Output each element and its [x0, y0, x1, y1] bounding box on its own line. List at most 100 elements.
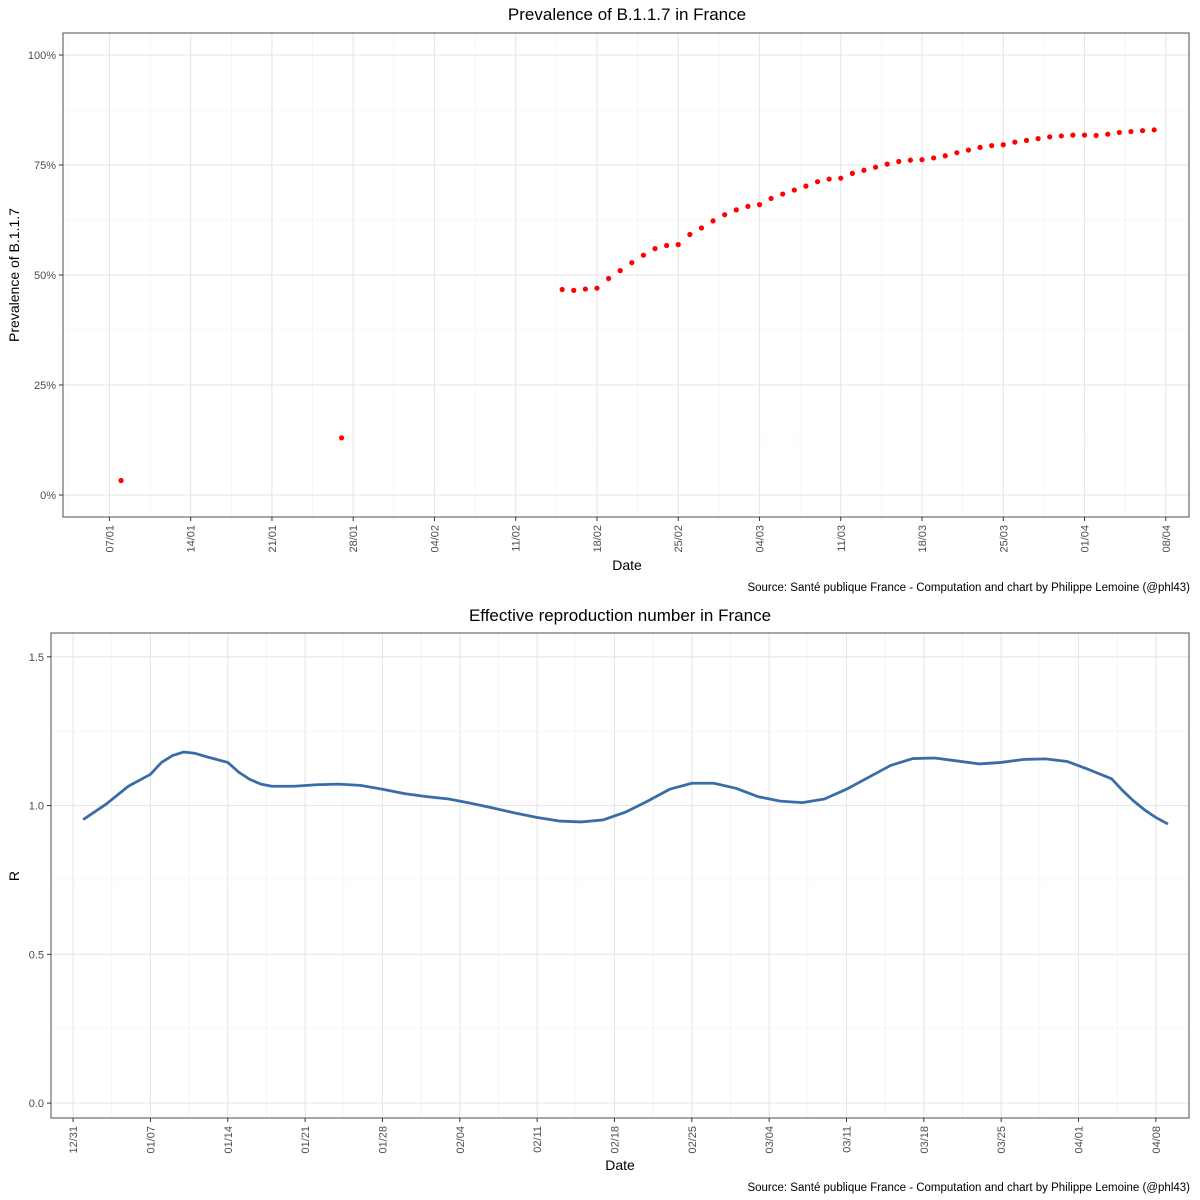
prevalence-data-point: [1047, 134, 1053, 140]
reproduction-y-axis-title: R: [6, 871, 22, 881]
prevalence-data-point: [814, 179, 821, 185]
prevalence-x-tick-label: 18/03: [917, 525, 929, 553]
prevalence-x-tick-label: 18/02: [592, 525, 604, 553]
reproduction-x-ticks: 12/31 01/07 01/14 01/21 01/28 02/04 02/11 02/18…: [68, 1118, 1163, 1154]
prevalence-data-point: [1012, 139, 1018, 145]
prevalence-y-tick-label: 50%: [34, 270, 56, 282]
reproduction-x-tick-label: 03/25: [996, 1126, 1008, 1154]
reproduction-x-tick-label: 03/18: [919, 1126, 931, 1154]
prevalence-x-tick-label: 28/01: [348, 525, 360, 553]
prevalence-data-point: [780, 191, 786, 197]
prevalence-x-tick-label: 25/03: [998, 525, 1010, 553]
reproduction-x-tick-label: 02/04: [455, 1126, 467, 1154]
reproduction-x-tick-label: 01/14: [223, 1126, 235, 1154]
reproduction-y-tick-label: 0.0: [29, 1098, 44, 1110]
prevalence-data-point: [675, 242, 681, 248]
reproduction-x-tick-label: 02/25: [687, 1126, 699, 1154]
reproduction-x-tick-label: 01/28: [377, 1126, 389, 1154]
prevalence-data-point: [664, 242, 670, 249]
reproduction-chart: Effective reproduction number in France …: [6, 606, 1190, 1194]
prevalence-data-point: [617, 268, 623, 274]
prevalence-data-point: [338, 435, 345, 441]
prevalence-data-point: [687, 231, 693, 238]
prevalence-x-tick-label: 11/02: [511, 525, 523, 552]
reproduction-grid: [51, 633, 1189, 1118]
prevalence-data-point: [977, 144, 983, 150]
prevalence-y-tick-label: 0%: [40, 490, 56, 502]
prevalence-data-point: [652, 246, 658, 252]
reproduction-x-tick-label: 03/04: [764, 1126, 776, 1154]
prevalence-x-tick-label: 07/01: [104, 525, 116, 553]
prevalence-data-point: [1093, 132, 1099, 139]
prevalence-data-point: [872, 164, 879, 170]
prevalence-chart: Prevalence of B.1.1.7 in France 07/01 14/…: [6, 5, 1190, 594]
reproduction-y-tick-label: 1.0: [29, 801, 44, 813]
prevalence-data-point: [896, 158, 902, 165]
reproduction-x-tick-label: 02/18: [609, 1126, 621, 1154]
prevalence-data-point: [803, 183, 809, 189]
prevalence-data-point: [605, 275, 612, 282]
prevalence-y-tick-label: 25%: [34, 380, 56, 392]
prevalence-y-tick-label: 75%: [34, 160, 56, 172]
reproduction-x-tick-label: 01/21: [300, 1126, 312, 1154]
prevalence-data-point: [594, 285, 600, 291]
prevalence-data-point: [1139, 128, 1146, 134]
prevalence-data-point: [768, 195, 774, 202]
reproduction-x-tick-label: 04/08: [1151, 1126, 1163, 1154]
prevalence-data-point: [582, 286, 588, 292]
prevalence-x-tick-label: 04/02: [429, 525, 441, 553]
reproduction-x-axis-title: Date: [605, 1157, 635, 1173]
reproduction-panel-border: [50, 632, 1190, 1119]
prevalence-data-point: [907, 157, 914, 163]
prevalence-data-point: [1023, 137, 1030, 143]
reproduction-source-caption: Source: Santé publique France - Computat…: [747, 1182, 1190, 1194]
prevalence-grid: [63, 33, 1189, 517]
reproduction-x-tick-label: 04/01: [1074, 1126, 1086, 1154]
prevalence-data-point: [559, 286, 565, 293]
prevalence-y-axis-title: Prevalence of B.1.1.7: [6, 208, 22, 342]
reproduction-chart-title: Effective reproduction number in France: [469, 606, 771, 625]
prevalence-data-point: [884, 161, 890, 167]
prevalence-y-ticks: 0% 25% 50% 75% 100%: [28, 50, 63, 502]
prevalence-x-tick-label: 04/03: [754, 525, 766, 553]
reproduction-y-tick-label: 0.5: [29, 949, 44, 961]
prevalence-data-point: [919, 157, 925, 163]
reproduction-series-line: [82, 750, 1169, 825]
prevalence-data-point: [1000, 142, 1006, 148]
prevalence-data-point: [954, 150, 960, 156]
prevalence-data-point: [942, 153, 948, 159]
prevalence-data-point: [698, 225, 705, 231]
prevalence-data-point: [722, 212, 728, 218]
prevalence-x-axis-title: Date: [612, 557, 642, 573]
prevalence-data-point: [640, 252, 647, 258]
reproduction-y-ticks: 0.0 0.5 1.0 1.5: [29, 652, 51, 1110]
prevalence-y-tick-label: 100%: [28, 50, 56, 62]
prevalence-data-point: [826, 176, 832, 182]
prevalence-data-point: [733, 207, 739, 213]
prevalence-source-caption: Source: Santé publique France - Computat…: [747, 582, 1190, 594]
reproduction-x-tick-label: 12/31: [68, 1126, 80, 1154]
prevalence-data-point: [1128, 128, 1134, 135]
prevalence-data-point: [989, 143, 995, 149]
prevalence-data-point: [629, 260, 635, 266]
prevalence-x-tick-label: 14/01: [186, 525, 198, 553]
prevalence-x-tick-label: 21/01: [267, 525, 279, 553]
prevalence-data-point: [710, 218, 716, 224]
prevalence-data-point: [931, 155, 937, 161]
prevalence-chart-title: Prevalence of B.1.1.7 in France: [508, 5, 746, 24]
prevalence-data-point: [1035, 136, 1041, 142]
prevalence-x-tick-label: 01/04: [1080, 525, 1092, 553]
prevalence-x-tick-label: 25/02: [673, 525, 685, 553]
prevalence-data-point: [1070, 132, 1076, 138]
prevalence-x-tick-label: 08/04: [1161, 525, 1173, 553]
reproduction-y-tick-label: 1.5: [29, 652, 44, 664]
prevalence-data-point: [1081, 132, 1088, 138]
prevalence-data-point: [965, 147, 972, 153]
prevalence-data-point: [1105, 131, 1111, 137]
prevalence-data-point: [745, 203, 751, 209]
prevalence-data-point: [756, 202, 763, 208]
reproduction-x-tick-label: 02/11: [532, 1126, 544, 1153]
prevalence-data-point: [1151, 127, 1157, 133]
prevalence-data-point: [571, 287, 577, 293]
prevalence-data-point: [791, 187, 797, 193]
